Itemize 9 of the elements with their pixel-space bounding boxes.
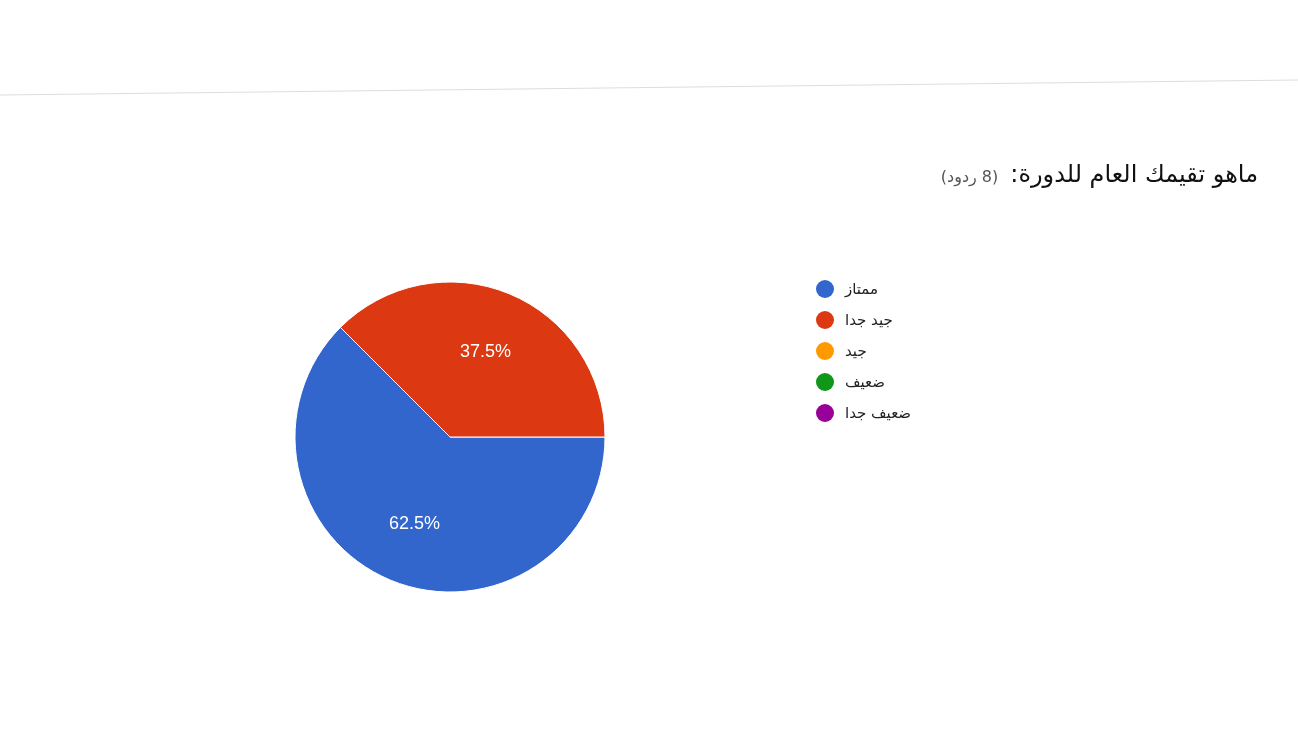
text: (8 ردود) <box>940 167 999 186</box>
legend-label: ضعيف جدا <box>845 404 912 423</box>
legend-label: ممتاز <box>844 280 879 299</box>
legend-label: جيد <box>845 342 867 361</box>
legend-label: ضعيف <box>845 373 886 392</box>
legend-label: جيد جدا <box>845 311 893 330</box>
data-label: 62.5% <box>388 513 440 534</box>
data-label: 37.5% <box>460 341 512 362</box>
text: ماهو تقيمك العام للدورة: <box>1010 160 1258 188</box>
